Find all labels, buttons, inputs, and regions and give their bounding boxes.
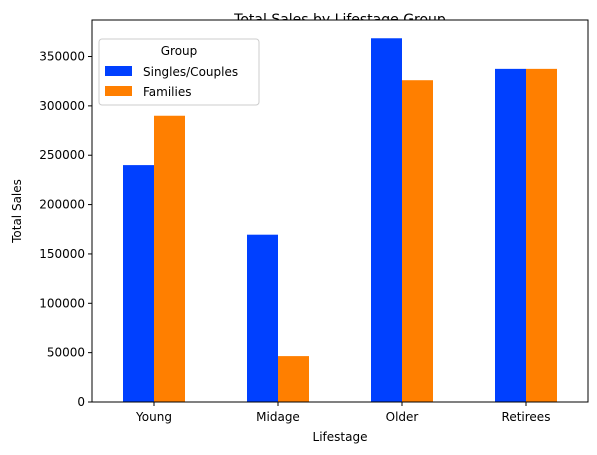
plot-frame bbox=[91, 19, 589, 403]
y-tick-label: 150000 bbox=[39, 247, 85, 261]
y-tick-label: 300000 bbox=[39, 99, 85, 113]
y-tick-label: 50000 bbox=[47, 346, 85, 360]
x-tick-label-older: Older bbox=[386, 410, 419, 424]
bar-families-older bbox=[402, 80, 433, 402]
legend: Group Singles/Couples Families bbox=[98, 38, 260, 106]
x-tick-label-midage: Midage bbox=[256, 410, 300, 424]
x-axis-label: Lifestage bbox=[313, 430, 368, 444]
bar-families-retirees bbox=[526, 68, 557, 402]
legend-swatch-singles-couples bbox=[105, 66, 132, 76]
y-axis-label: Total Sales bbox=[10, 179, 24, 244]
y-tick-label: 100000 bbox=[39, 296, 85, 310]
legend-title: Group bbox=[161, 44, 198, 58]
bar-singles-couples-older bbox=[371, 38, 402, 402]
x-axis: Young Midage Older Retirees bbox=[135, 402, 550, 424]
y-axis: 0 50000 100000 150000 200000 250000 300000 3500… bbox=[39, 50, 92, 409]
legend-swatch-families bbox=[105, 86, 132, 96]
legend-label-singles-couples: Singles/Couples bbox=[143, 65, 238, 79]
legend-label-families: Families bbox=[143, 85, 191, 99]
y-tick-label: 250000 bbox=[39, 148, 85, 162]
x-tick-label-young: Young bbox=[135, 410, 172, 424]
bar-families-young bbox=[154, 115, 185, 403]
bars-group bbox=[123, 38, 557, 403]
bar-singles-couples-midage bbox=[247, 234, 278, 402]
bar-singles-couples-young bbox=[123, 165, 154, 402]
bar-singles-couples-retirees bbox=[495, 68, 526, 402]
legend-box bbox=[98, 38, 260, 106]
x-tick-label-retirees: Retirees bbox=[502, 410, 551, 424]
y-tick-label: 200000 bbox=[39, 198, 85, 212]
y-tick-label: 350000 bbox=[39, 50, 85, 64]
y-tick-label: 0 bbox=[77, 395, 85, 409]
bar-families-midage bbox=[278, 356, 309, 402]
